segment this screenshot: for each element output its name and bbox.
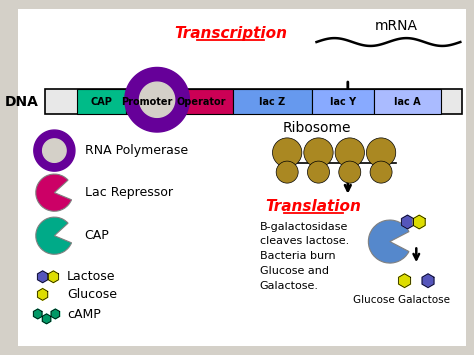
Bar: [233, 89, 311, 114]
Text: CAP: CAP: [91, 97, 112, 107]
Text: mRNA: mRNA: [375, 20, 418, 33]
Circle shape: [335, 138, 365, 167]
Polygon shape: [34, 130, 75, 171]
Polygon shape: [42, 314, 51, 324]
Text: Translation: Translation: [265, 199, 362, 214]
Polygon shape: [399, 274, 410, 288]
Polygon shape: [139, 82, 175, 118]
Text: Promoter: Promoter: [122, 97, 173, 107]
Wedge shape: [368, 220, 409, 263]
Text: Glucose Galactose: Glucose Galactose: [353, 295, 450, 305]
Text: RNA Polymerase: RNA Polymerase: [85, 144, 188, 157]
Polygon shape: [37, 271, 48, 283]
Text: Ribosome: Ribosome: [283, 121, 351, 135]
Text: DNA: DNA: [5, 95, 39, 109]
Wedge shape: [36, 174, 72, 211]
Text: cAMP: cAMP: [67, 308, 101, 321]
Text: Operator: Operator: [176, 97, 226, 107]
Circle shape: [304, 138, 333, 167]
Circle shape: [273, 138, 302, 167]
Text: B-galactosidase
cleaves lactose.
Bacteria burn
Glucose and
Galactose.: B-galactosidase cleaves lactose. Bacteri…: [260, 222, 349, 291]
Polygon shape: [125, 67, 189, 132]
Text: lac Z: lac Z: [259, 97, 286, 107]
Bar: [77, 89, 126, 114]
Polygon shape: [401, 215, 413, 229]
Polygon shape: [48, 271, 58, 283]
Text: Lac Repressor: Lac Repressor: [85, 186, 173, 199]
Bar: [126, 89, 169, 114]
Circle shape: [276, 161, 298, 183]
Polygon shape: [37, 289, 48, 300]
Text: CAP: CAP: [85, 229, 109, 242]
Polygon shape: [34, 309, 42, 319]
Circle shape: [308, 161, 329, 183]
Bar: [311, 89, 374, 114]
Text: Glucose: Glucose: [67, 288, 117, 301]
Text: Transcription: Transcription: [174, 26, 287, 41]
Polygon shape: [51, 309, 60, 319]
Polygon shape: [43, 139, 66, 162]
Bar: [45, 89, 462, 114]
Circle shape: [339, 161, 361, 183]
Text: Lactose: Lactose: [67, 270, 116, 283]
Wedge shape: [36, 217, 72, 254]
Bar: [374, 89, 441, 114]
Bar: [169, 89, 233, 114]
Circle shape: [366, 138, 396, 167]
Polygon shape: [422, 274, 434, 288]
Circle shape: [370, 161, 392, 183]
Text: lac Y: lac Y: [330, 97, 356, 107]
Text: lac A: lac A: [394, 97, 421, 107]
Polygon shape: [413, 215, 425, 229]
